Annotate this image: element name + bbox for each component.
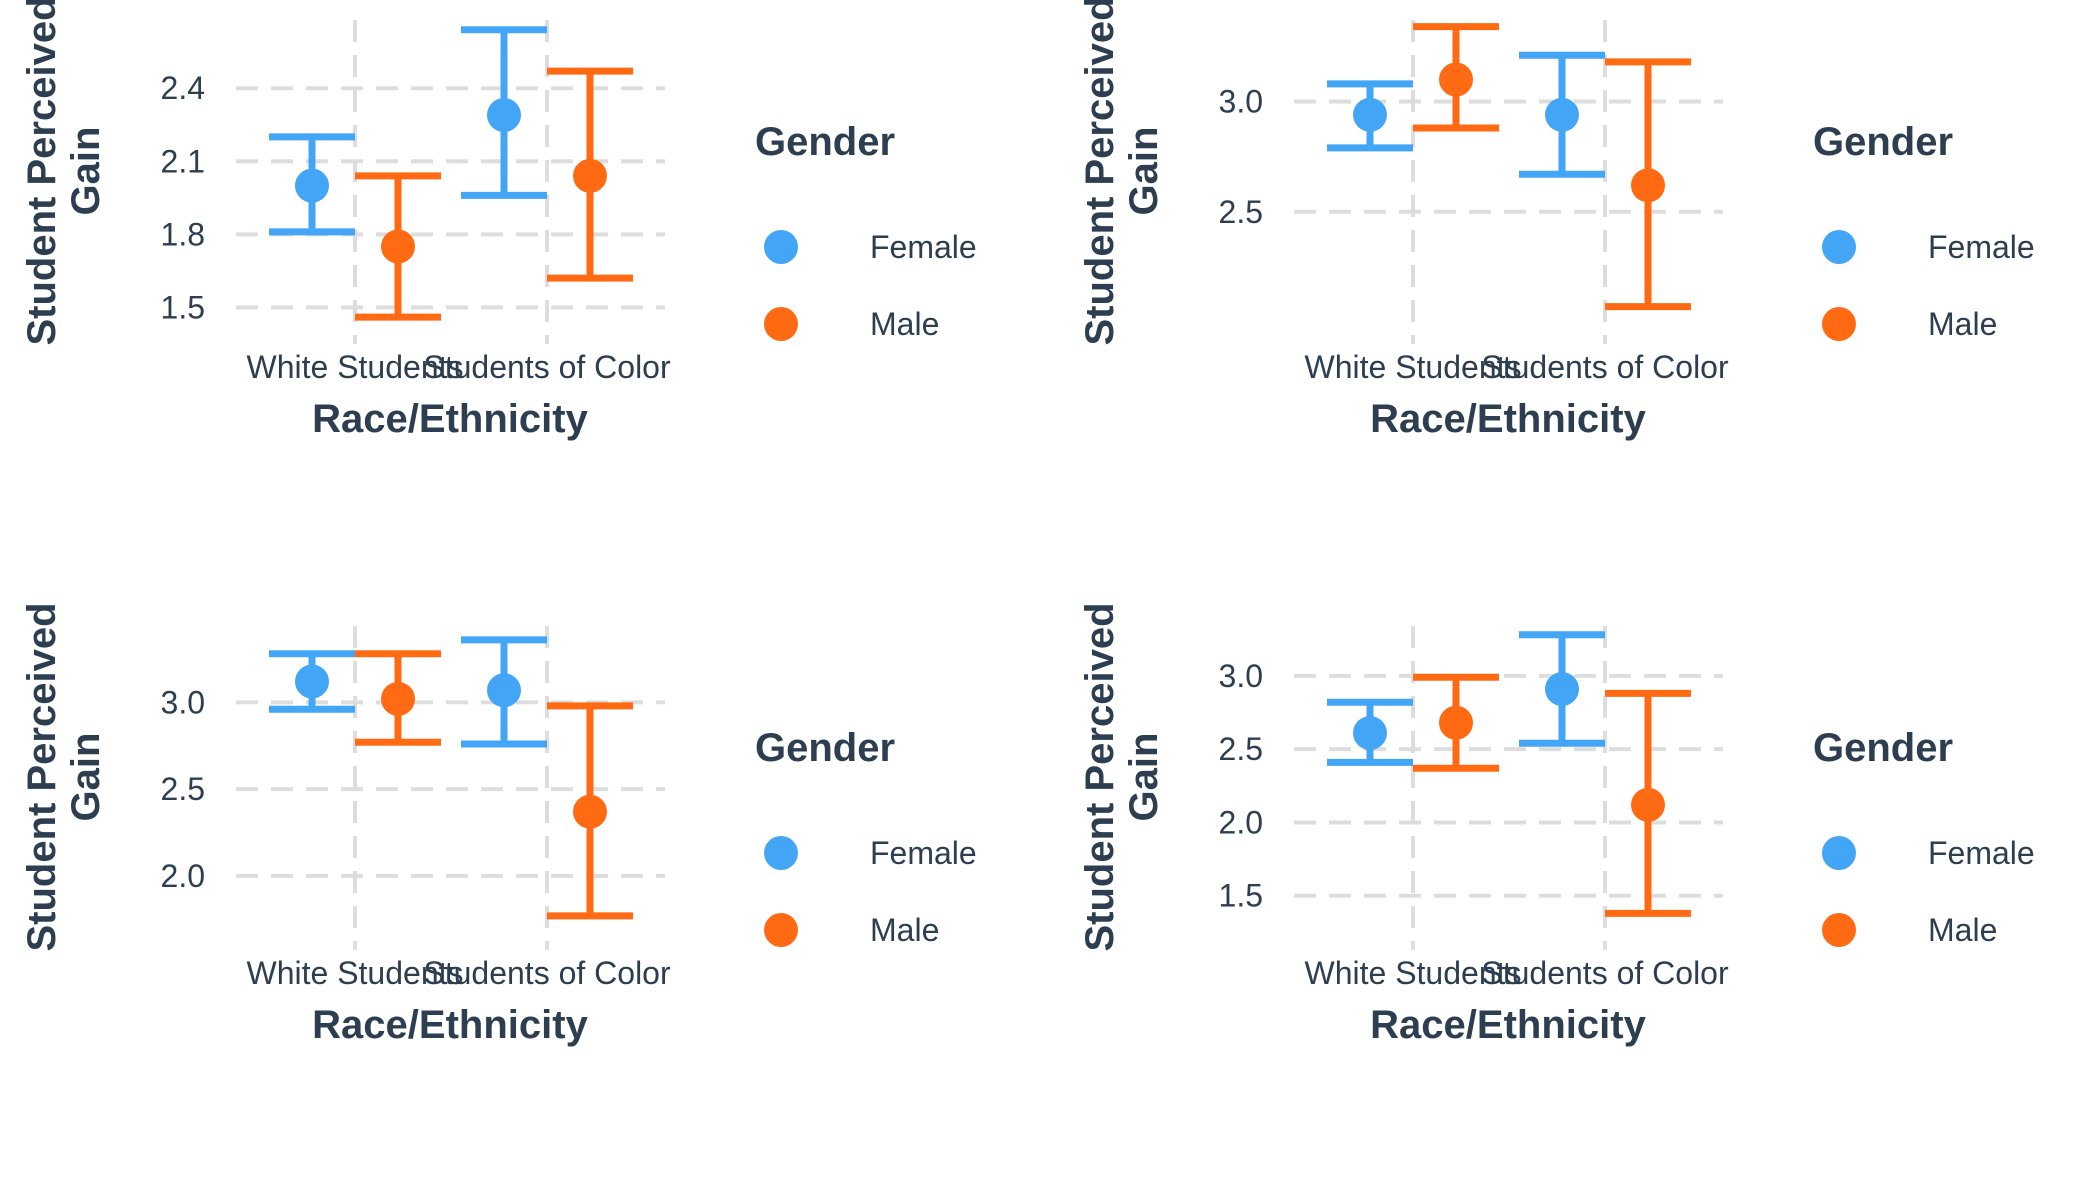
- mean-point-male-students-of-color: [573, 794, 607, 829]
- mean-point-female-white-students: [1353, 716, 1387, 751]
- x-tick-label: White Students: [247, 955, 464, 991]
- x-axis-title: Race/Ethnicity: [1370, 397, 1646, 441]
- y-axis-title-line: Student Perceived: [20, 602, 64, 951]
- mean-point-female-white-students: [295, 664, 329, 699]
- legend-key-female: [1822, 230, 1856, 264]
- y-tick-label: 1.8: [161, 216, 205, 252]
- y-tick-label: 2.5: [161, 771, 205, 807]
- y-axis-title-line: Student Perceived: [1078, 0, 1122, 346]
- x-tick-label: Students of Color: [423, 349, 671, 385]
- y-tick-label: 2.1: [161, 143, 205, 179]
- legend-label-male: Male: [1928, 306, 1997, 342]
- y-tick-label: 1.5: [1219, 878, 1263, 914]
- x-tick-label: Students of Color: [1481, 349, 1729, 385]
- mean-point-female-students-of-color: [1545, 97, 1579, 132]
- legend-label-female: Female: [870, 229, 977, 265]
- y-tick-label: 3.0: [1219, 84, 1263, 120]
- y-tick-label: 3.0: [1219, 658, 1263, 694]
- mean-point-male-white-students: [1439, 705, 1473, 740]
- legend-label-female: Female: [1928, 835, 2035, 871]
- x-axis-title: Race/Ethnicity: [1370, 1003, 1646, 1047]
- legend-key-male: [764, 913, 798, 947]
- mean-point-female-students-of-color: [487, 97, 521, 132]
- y-axis-title: Student PerceivedGain: [1078, 602, 1166, 951]
- legend-key-female: [764, 836, 798, 870]
- x-axis-title: Race/Ethnicity: [312, 397, 588, 441]
- x-tick-label: Students of Color: [1481, 955, 1729, 991]
- x-tick-label: White Students: [1305, 955, 1522, 991]
- mean-point-male-students-of-color: [1631, 787, 1665, 822]
- legend-title: Gender: [755, 120, 895, 164]
- legend-label-female: Female: [870, 835, 977, 871]
- legend-key-female: [1822, 836, 1856, 870]
- mean-point-male-students-of-color: [573, 158, 607, 193]
- legend-title: Gender: [1813, 726, 1953, 770]
- y-axis-title-line: Gain: [64, 127, 108, 216]
- x-tick-label: White Students: [1305, 349, 1522, 385]
- legend-key-male: [1822, 307, 1856, 341]
- y-tick-label: 3.0: [161, 684, 205, 720]
- mean-point-female-students-of-color: [487, 673, 521, 708]
- y-axis-title-line: Gain: [1122, 127, 1166, 216]
- mean-point-male-students-of-color: [1631, 168, 1665, 203]
- mean-point-male-white-students: [1439, 62, 1473, 97]
- y-axis-title-line: Gain: [64, 733, 108, 822]
- legend-key-male: [1822, 913, 1856, 947]
- mean-point-female-students-of-color: [1545, 672, 1579, 707]
- legend-key-male: [764, 307, 798, 341]
- x-tick-label: White Students: [247, 349, 464, 385]
- y-tick-label: 2.0: [161, 858, 205, 894]
- y-tick-label: 1.5: [161, 289, 205, 325]
- y-axis-title-line: Gain: [1122, 733, 1166, 822]
- legend-label-male: Male: [870, 912, 939, 948]
- y-axis-title-line: Student Perceived: [1078, 602, 1122, 951]
- y-axis-title-line: Student Perceived: [20, 0, 64, 346]
- x-axis-title: Race/Ethnicity: [312, 1003, 588, 1047]
- y-axis-title: Student PerceivedGain: [20, 0, 108, 346]
- mean-point-male-white-students: [381, 229, 415, 264]
- y-tick-label: 2.4: [161, 70, 205, 106]
- x-tick-label: Students of Color: [423, 955, 671, 991]
- legend-title: Gender: [1813, 120, 1953, 164]
- legend-label-male: Male: [1928, 912, 1997, 948]
- mean-point-male-white-students: [381, 681, 415, 716]
- legend-key-female: [764, 230, 798, 264]
- legend-title: Gender: [755, 726, 895, 770]
- mean-point-female-white-students: [1353, 97, 1387, 132]
- y-tick-label: 2.0: [1219, 804, 1263, 840]
- y-axis-title: Student PerceivedGain: [1078, 0, 1166, 346]
- y-axis-title: Student PerceivedGain: [20, 602, 108, 951]
- mean-point-female-white-students: [295, 168, 329, 203]
- y-tick-label: 2.5: [1219, 731, 1263, 767]
- legend-label-female: Female: [1928, 229, 2035, 265]
- y-tick-label: 2.5: [1219, 194, 1263, 230]
- legend-label-male: Male: [870, 306, 939, 342]
